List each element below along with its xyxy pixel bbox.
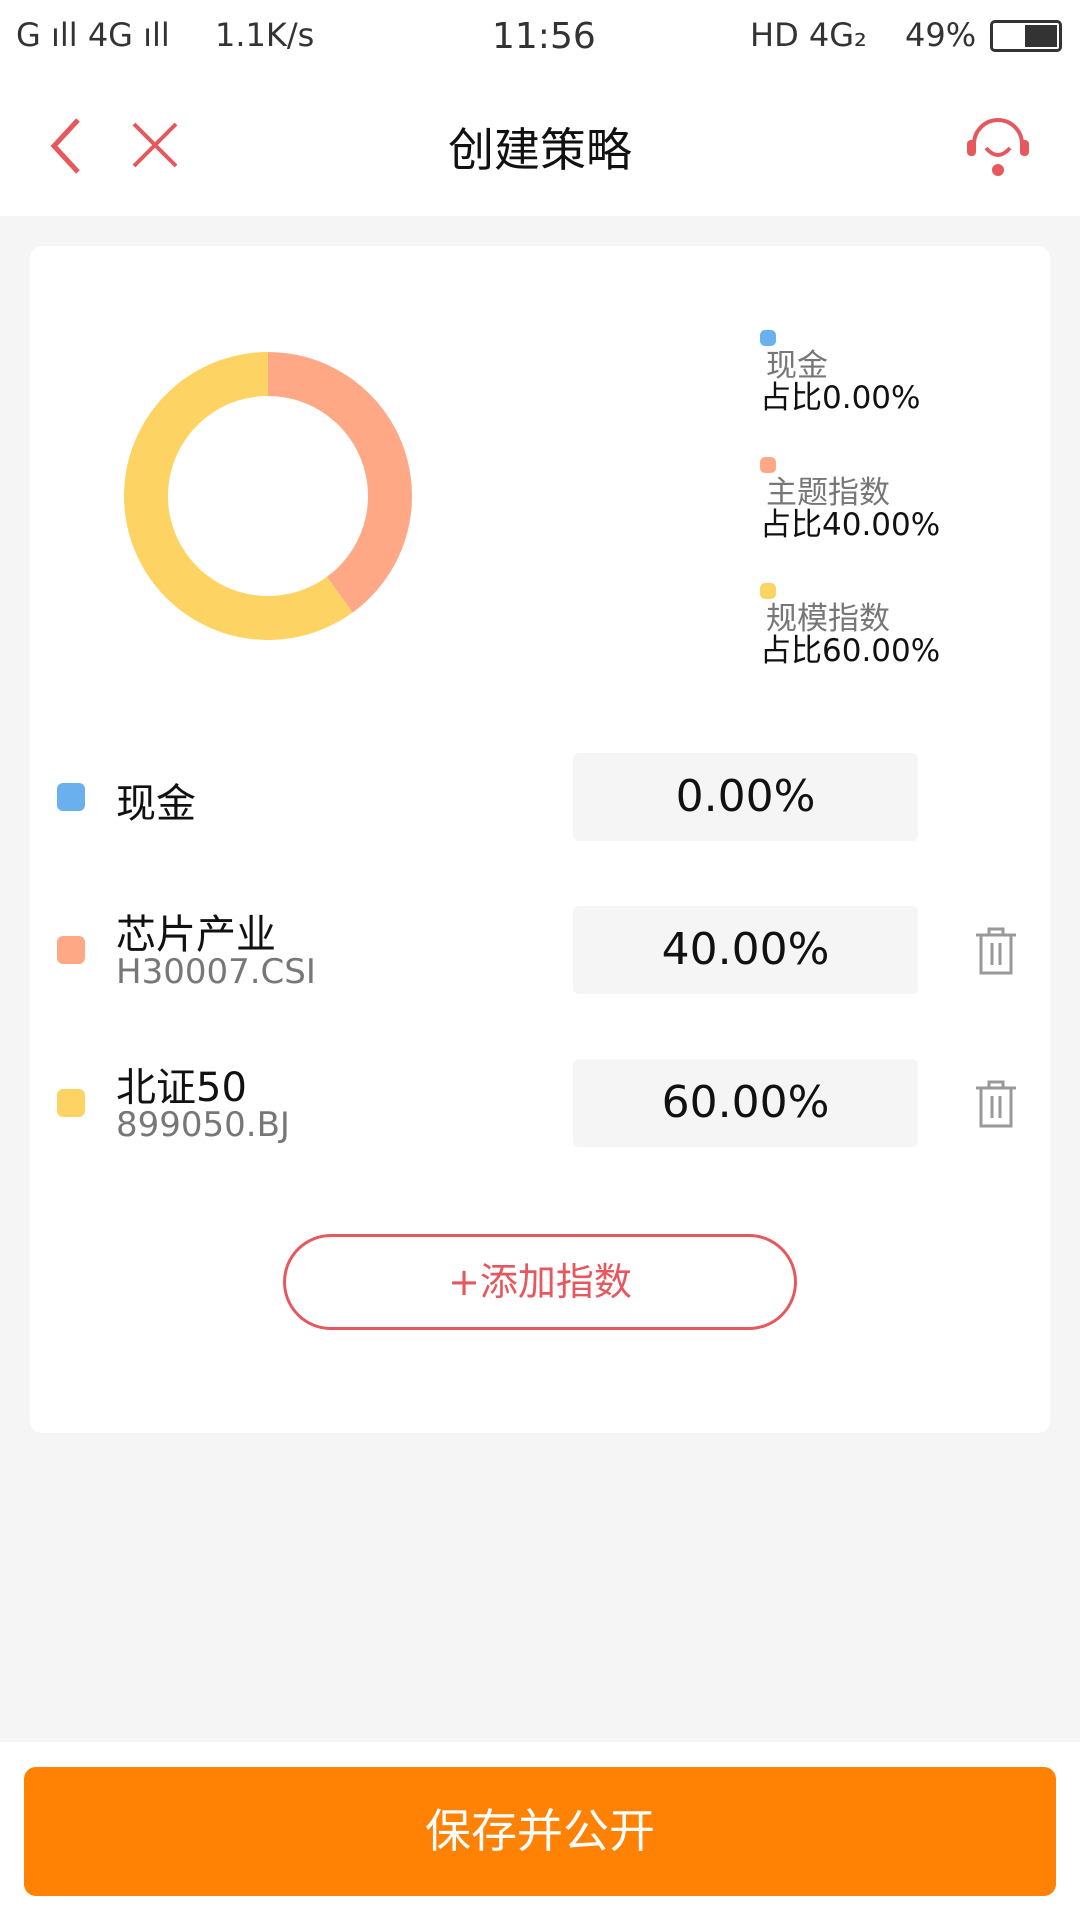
- signal-indicator: G ıll 4G ıll: [16, 16, 170, 54]
- row-name: 北证50: [116, 1065, 247, 1111]
- allocation-row: 北证50 899050.BJ: [30, 1059, 1050, 1149]
- network-speed: 1.1K/s: [215, 16, 315, 54]
- battery-icon: [990, 20, 1062, 52]
- trash-icon[interactable]: [974, 1079, 1018, 1129]
- bottom-bar: 保存并公开: [0, 1742, 1080, 1920]
- slice-theme: [268, 352, 412, 613]
- color-swatch: [57, 1089, 85, 1117]
- color-swatch: [57, 936, 85, 964]
- legend-name: 规模指数: [766, 601, 890, 637]
- trash-icon[interactable]: [974, 926, 1018, 976]
- row-code: H30007.CSI: [116, 952, 316, 992]
- legend-ratio: 占比0.00%: [760, 380, 921, 416]
- color-swatch: [57, 783, 85, 811]
- page-title: 创建策略: [448, 123, 632, 177]
- weight-input[interactable]: [573, 753, 918, 841]
- legend-ratio: 占比60.00%: [760, 633, 941, 669]
- allocation-donut-chart: [124, 352, 412, 640]
- allocation-row: 芯片产业 H30007.CSI: [30, 906, 1050, 996]
- status-bar: G ıll 4G ıll 1.1K/s 11:56 HD 4G₂ 49%: [0, 0, 1080, 76]
- row-name: 现金: [116, 781, 196, 827]
- clock: 11:56: [492, 16, 596, 57]
- allocation-card: 现金 占比0.00% 主题指数 占比40.00% 规模指数 占比60.00% 现…: [30, 246, 1050, 1433]
- header: 创建策略: [0, 76, 1080, 216]
- add-index-button[interactable]: +添加指数: [283, 1234, 797, 1330]
- slice-scale: [124, 352, 353, 640]
- legend-dot: [760, 583, 776, 599]
- weight-input[interactable]: [573, 906, 918, 994]
- close-icon[interactable]: [130, 120, 180, 170]
- back-icon[interactable]: [46, 116, 86, 176]
- network-indicator: HD 4G₂: [750, 16, 867, 54]
- legend-name: 现金: [766, 348, 828, 384]
- battery-percent: 49%: [905, 16, 977, 54]
- legend-dot: [760, 457, 776, 473]
- legend-dot: [760, 330, 776, 346]
- row-code: 899050.BJ: [116, 1105, 290, 1145]
- customer-service-icon[interactable]: [962, 112, 1034, 178]
- weight-input[interactable]: [573, 1059, 918, 1147]
- legend-name: 主题指数: [766, 475, 890, 511]
- row-name: 芯片产业: [116, 912, 276, 958]
- save-and-publish-button[interactable]: 保存并公开: [24, 1767, 1056, 1896]
- legend-ratio: 占比40.00%: [760, 507, 941, 543]
- allocation-row-cash: 现金: [30, 753, 1050, 843]
